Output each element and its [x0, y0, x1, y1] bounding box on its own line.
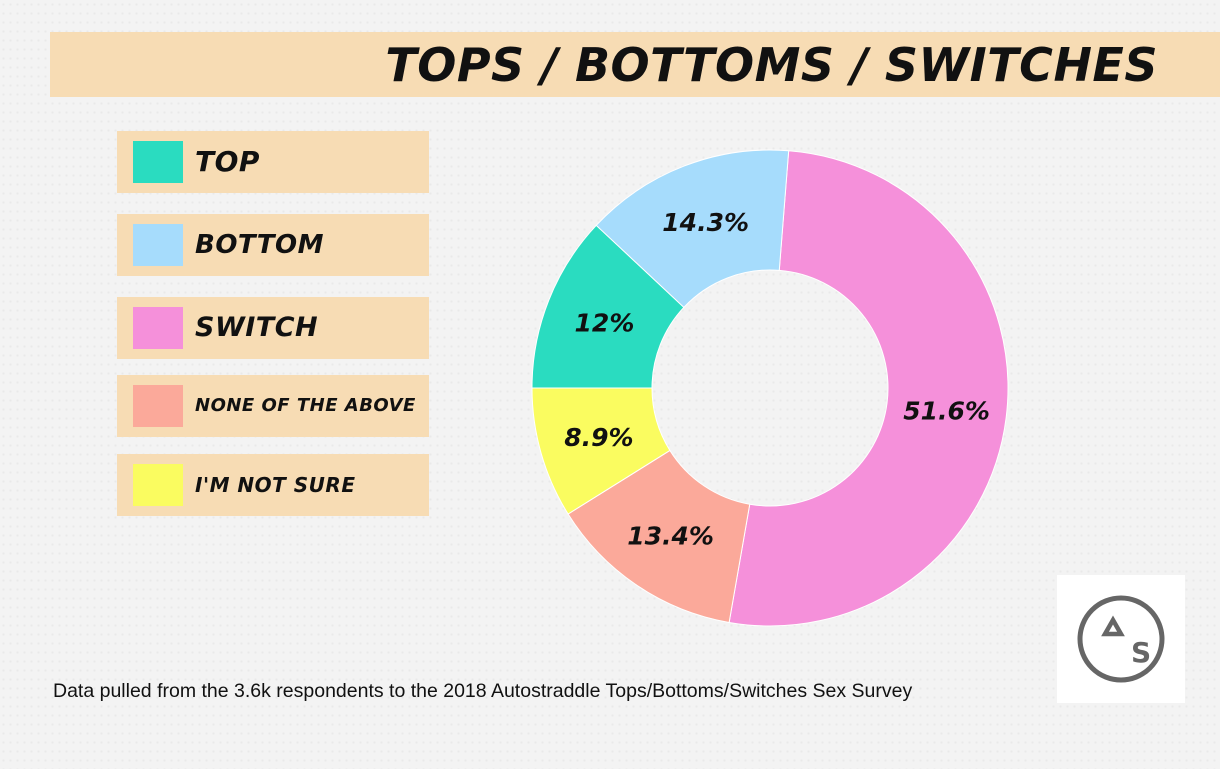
- slice-label-top: 12%: [575, 309, 635, 338]
- legend-swatch-bottom: [133, 224, 183, 266]
- legend-label-none-of-the-above: NONE OF THE ABOVE: [195, 395, 416, 416]
- legend-label-switch: SWITCH: [195, 312, 319, 343]
- svg-text:S: S: [1131, 636, 1151, 669]
- legend-label-not-sure: I'M NOT SURE: [195, 473, 356, 497]
- legend-label-bottom: BOTTOM: [195, 230, 324, 260]
- chart-title: TOPS / BOTTOMS / SWITCHES: [385, 38, 1158, 92]
- slice-none-of-the-above: [567, 449, 751, 624]
- legend-item-top: TOP: [117, 131, 429, 193]
- slice-label-bottom: 14.3%: [662, 208, 749, 237]
- legend-item-none-of-the-above: NONE OF THE ABOVE: [117, 375, 429, 437]
- legend-label-top: TOP: [195, 145, 260, 178]
- legend-item-not-sure: I'M NOT SURE: [117, 454, 429, 516]
- slice-label-switch: 51.6%: [903, 396, 990, 425]
- title-bar: TOPS / BOTTOMS / SWITCHES: [50, 32, 1220, 97]
- slice-bottom: [595, 149, 790, 309]
- slice-label-none-of-the-above: 13.4%: [627, 522, 714, 551]
- slice-label-i-m-not-sure: 8.9%: [564, 423, 633, 452]
- legend-item-bottom: BOTTOM: [117, 214, 429, 276]
- slice-switch: [728, 150, 1009, 627]
- legend-item-switch: SWITCH: [117, 297, 429, 359]
- legend-swatch-switch: [133, 307, 183, 349]
- legend-swatch-not-sure: [133, 464, 183, 506]
- legend-swatch-none-of-the-above: [133, 385, 183, 427]
- autostraddle-logo-icon: S: [1077, 595, 1165, 683]
- footnote: Data pulled from the 3.6k respondents to…: [53, 680, 913, 702]
- logo-box: S: [1057, 575, 1185, 703]
- legend-swatch-top: [133, 141, 183, 183]
